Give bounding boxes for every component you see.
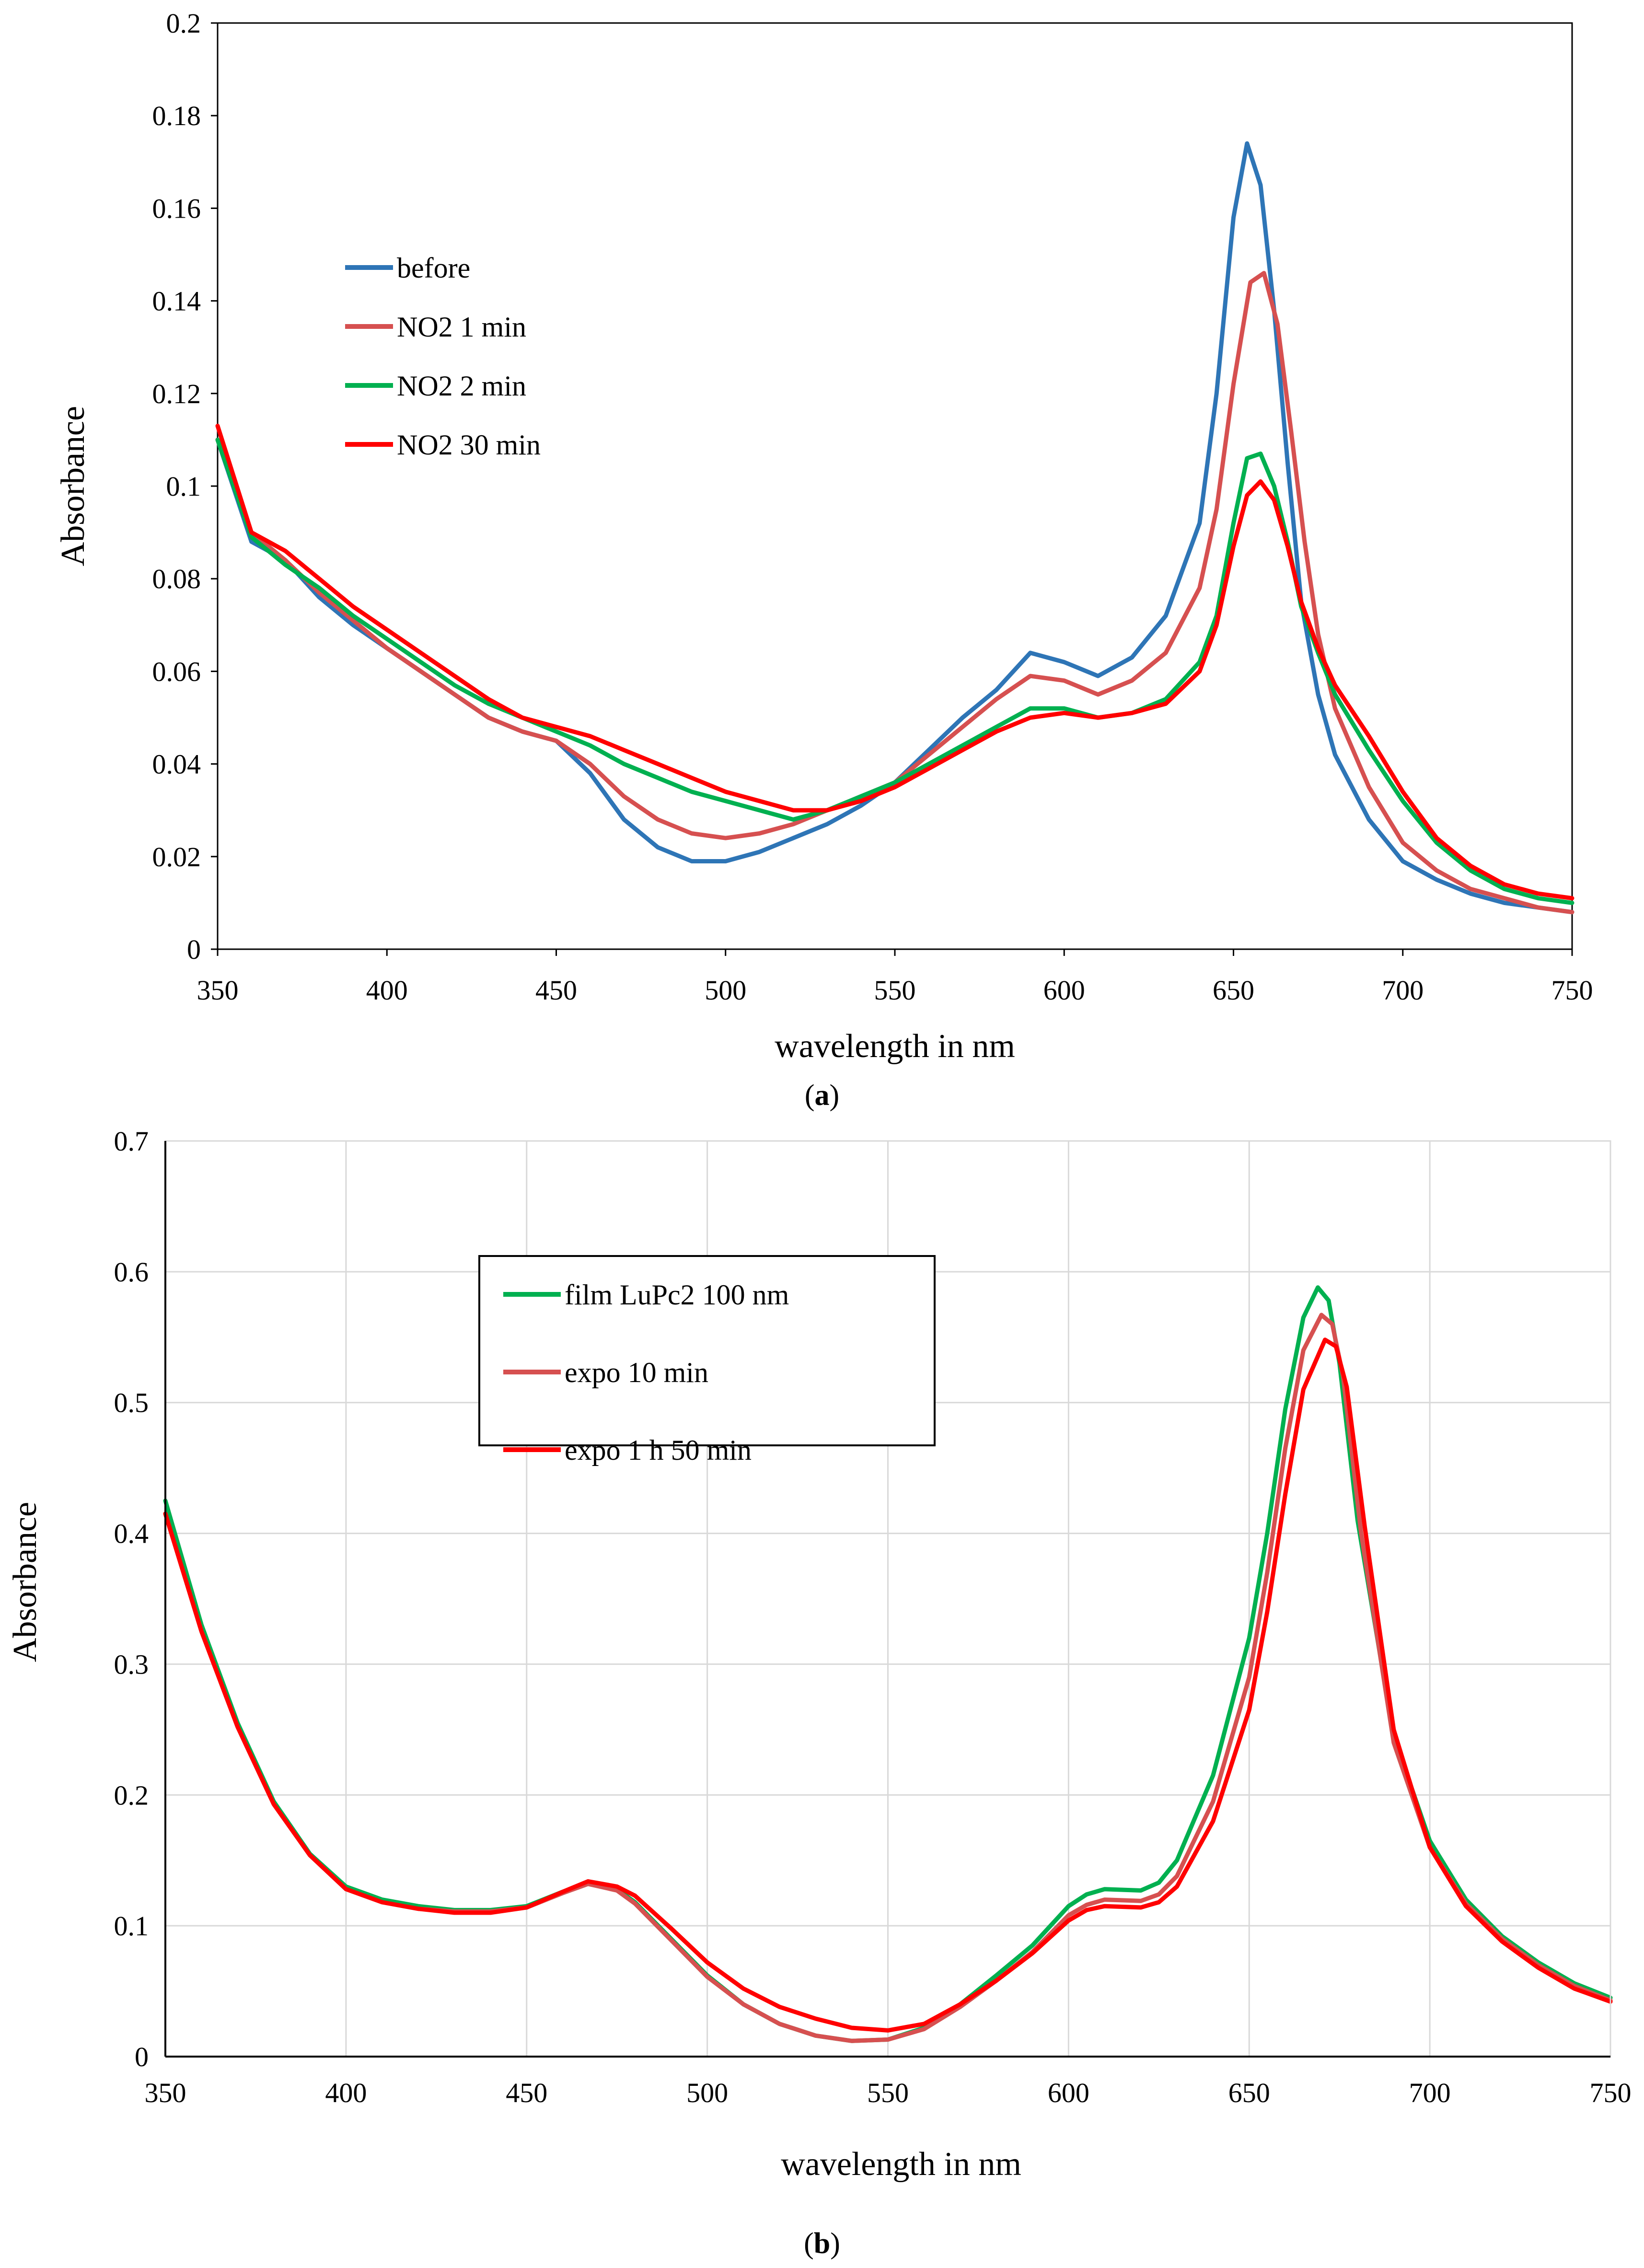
x-axis-title-b: wavelength in nm [781, 2146, 1021, 2183]
tick-labels-b: 350 400 450 500 550 600 650 700 750 0 0.1 0.2 0.3 0.4… [114, 1126, 1632, 2108]
y-tick-label-7: 0.7 [114, 1126, 149, 1157]
x-tick-label-550: 550 [874, 975, 916, 1006]
legend-label-no2-2-min: NO2 2 min [397, 370, 526, 402]
x-tick-label-350: 350 [145, 2077, 186, 2108]
caption-letter-a: a [815, 1079, 830, 1112]
x-tick-label-600: 600 [1043, 975, 1085, 1006]
y-tick-label-9: 0.18 [152, 100, 201, 131]
x-tick-label-500: 500 [686, 2077, 728, 2108]
series-lines-a [215, 141, 1575, 915]
legend-a: before NO2 1 min NO2 2 min NO2 30 min [345, 252, 541, 461]
x-tick-label-650: 650 [1213, 975, 1254, 1006]
legend-b: film LuPc2 100 nm expo 10 min expo 1 h 50 … [478, 1255, 936, 1466]
chart-panel-b: 350 400 450 500 550 600 650 700 750 0 0.1 0.2 0.3 0.4… [7, 1126, 1632, 2260]
legend-label-no2-30-min: NO2 30 min [397, 429, 541, 461]
y-tick-label-3: 0.3 [114, 1649, 149, 1680]
x-axis-title-a: wavelength in nm [775, 1028, 1015, 1065]
plot-area-a [217, 22, 1573, 950]
legend-box [478, 1255, 936, 1446]
y-tick-label-3: 0.06 [152, 656, 201, 687]
y-tick-label-6: 0.6 [114, 1256, 149, 1288]
series-line-no2-30-min [215, 423, 1575, 901]
x-tick-label-350: 350 [197, 975, 239, 1006]
x-tick-label-450: 450 [506, 2077, 547, 2108]
legend-label-expo-1-h-50-min: expo 1 h 50 min [565, 1434, 752, 1466]
caption-b: (b) [804, 2227, 840, 2260]
y-tick-label-5: 0.1 [166, 471, 201, 502]
y-tick-label-7: 0.14 [152, 286, 201, 317]
caption-letter-b: b [814, 2227, 830, 2260]
chart-panel-a: 350 400 450 500 550 600 650 700 750 0 0.02 0.04 0.06… [55, 8, 1593, 1112]
x-tick-label-750: 750 [1551, 975, 1593, 1006]
legend-label-expo-10-min: expo 10 min [565, 1357, 708, 1388]
x-tick-label-400: 400 [366, 975, 408, 1006]
x-tick-label-550: 550 [867, 2077, 909, 2108]
x-tick-label-700: 700 [1409, 2077, 1451, 2108]
y-tick-label-0: 0 [187, 934, 201, 965]
series-line-expo-1-h-50-min [163, 1338, 1613, 2033]
tick-labels-a: 350 400 450 500 550 600 650 700 750 0 0.02 0.04 0.06… [152, 8, 1593, 1006]
y-tick-label-1: 0.02 [152, 841, 201, 872]
caption-a: (a) [805, 1079, 839, 1112]
x-tick-label-650: 650 [1228, 2077, 1270, 2108]
y-tick-label-5: 0.5 [114, 1387, 149, 1419]
y-tick-label-2: 0.2 [114, 1780, 149, 1811]
legend-label-film-lupc2-100-nm: film LuPc2 100 nm [565, 1279, 789, 1311]
y-tick-label-10: 0.2 [166, 8, 201, 39]
y-tick-label-6: 0.12 [152, 378, 201, 409]
x-tick-label-750: 750 [1590, 2077, 1632, 2108]
x-tick-label-400: 400 [325, 2077, 367, 2108]
y-axis-title-b: Absorbance [7, 1502, 44, 1662]
y-tick-label-0: 0 [135, 2041, 149, 2072]
series-lines-b [163, 1285, 1613, 2043]
y-tick-label-4: 0.08 [152, 563, 201, 594]
x-tick-label-700: 700 [1382, 975, 1424, 1006]
y-tick-label-4: 0.4 [114, 1518, 149, 1549]
x-tick-label-600: 600 [1048, 2077, 1089, 2108]
x-tick-label-450: 450 [535, 975, 577, 1006]
y-axis-title-a: Absorbance [55, 406, 92, 566]
series-line-no2-2-min [215, 437, 1575, 905]
legend-label-no2-1-min: NO2 1 min [397, 311, 526, 343]
y-tick-label-2: 0.04 [152, 749, 201, 780]
y-tick-label-8: 0.16 [152, 193, 201, 224]
legend-label-before: before [397, 252, 470, 284]
y-tick-label-1: 0.1 [114, 1910, 149, 1942]
x-tick-label-500: 500 [705, 975, 746, 1006]
